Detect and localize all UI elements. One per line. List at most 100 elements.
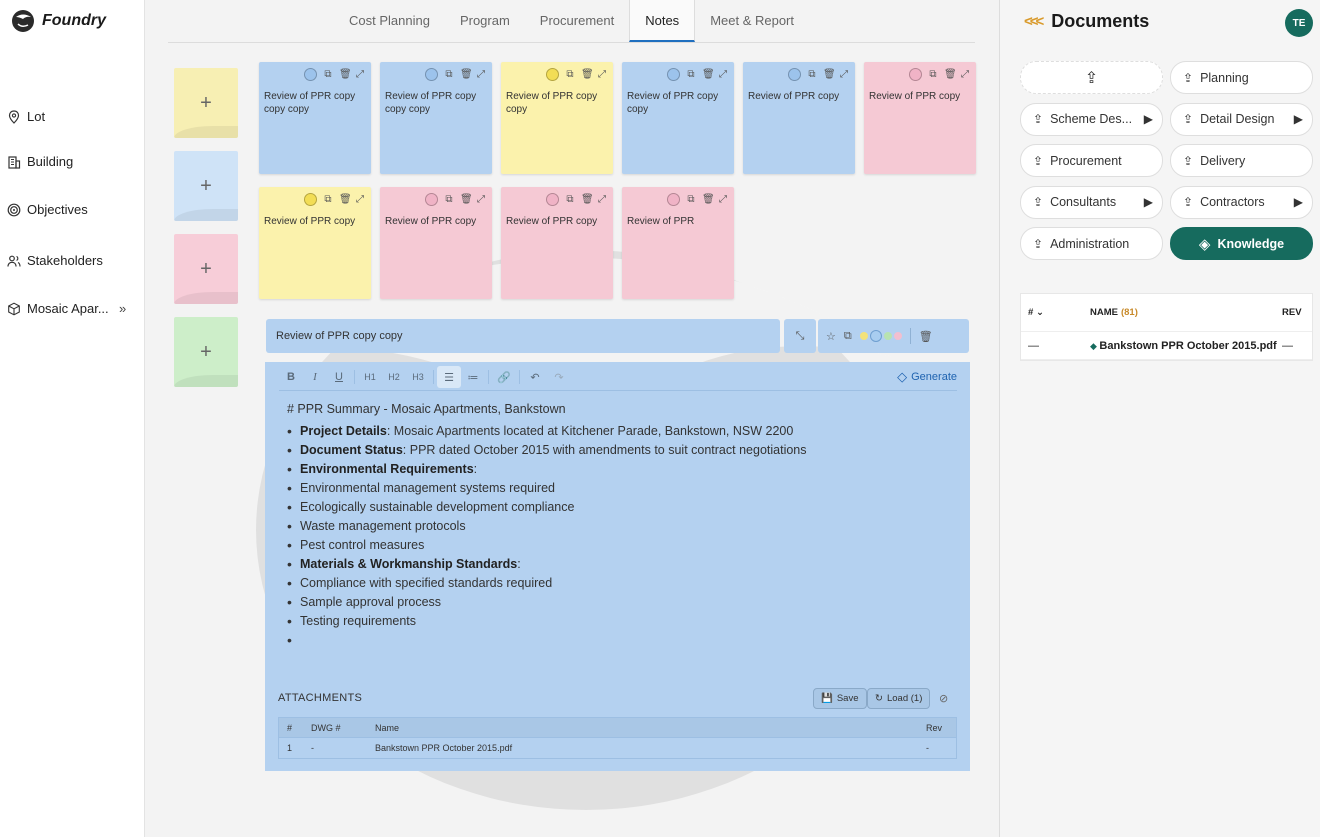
delete-icon[interactable]: 🗑 xyxy=(702,193,715,205)
sticky-note[interactable]: ⧉ 🗑 ⤢ Review of PPR copy xyxy=(501,187,613,299)
tab-notes[interactable]: Notes xyxy=(629,0,696,42)
sticky-note[interactable]: ⧉ 🗑 ⤢ Review of PPR copy xyxy=(380,187,492,299)
delete-icon[interactable]: 🗑 xyxy=(581,68,594,80)
sticky-note[interactable]: ⧉ 🗑 ⤢ Review of PPR copy copy xyxy=(501,62,613,174)
sticky-note[interactable]: ⧉ 🗑 ⤢ Review of PPR copy xyxy=(864,62,976,174)
doc-category-consultants-button[interactable]: ⇪ Consultants ▶ xyxy=(1020,185,1163,219)
color-picker[interactable] xyxy=(859,330,902,342)
sidebar-item-stakeholders[interactable]: Stakeholders xyxy=(7,253,103,268)
doc-category-upload-button[interactable]: ⇪ xyxy=(1020,61,1163,94)
delete-icon[interactable]: 🗑 xyxy=(581,193,594,205)
underline-button[interactable]: U xyxy=(335,371,343,383)
bullet-list-button[interactable]: ☰ xyxy=(437,366,461,388)
add-yellow-note-button[interactable]: + xyxy=(174,68,238,138)
color-dot-icon[interactable] xyxy=(909,68,922,81)
play-arrow-icon[interactable]: ▶ xyxy=(1143,112,1153,126)
expand-icon[interactable]: ⤢ xyxy=(477,68,485,80)
editor-content[interactable]: # PPR Summary - Mosaic Apartments, Banks… xyxy=(287,400,957,650)
copy-icon[interactable]: ⧉ xyxy=(843,329,852,342)
table-row[interactable]: 1 - Bankstown PPR October 2015.pdf - xyxy=(279,738,956,758)
color-green-dot[interactable] xyxy=(883,332,892,340)
doc-category-detail-design-button[interactable]: ⇪ Detail Design ▶ xyxy=(1170,102,1313,136)
color-dot-icon[interactable] xyxy=(304,68,317,81)
expand-icon[interactable]: ⤢ xyxy=(356,193,364,205)
expand-icon[interactable]: ⤢ xyxy=(719,193,727,205)
copy-icon[interactable]: ⧉ xyxy=(445,193,453,205)
col-name[interactable]: NAME (81) xyxy=(1090,307,1282,318)
tab-cost-planning[interactable]: Cost Planning xyxy=(348,13,430,28)
delete-icon[interactable]: 🗑 xyxy=(702,68,715,80)
heading2-button[interactable]: H2 xyxy=(388,372,400,382)
undo-button[interactable]: ↶ xyxy=(523,366,547,388)
delete-icon[interactable]: 🗑 xyxy=(823,68,836,80)
bold-button[interactable]: B xyxy=(287,371,295,383)
table-row[interactable]: — ◆ Bankstown PPR October 2015.pdf — xyxy=(1021,332,1312,360)
color-dot-icon[interactable] xyxy=(667,193,680,206)
color-dot-icon[interactable] xyxy=(425,193,438,206)
delete-icon[interactable]: 🗑 xyxy=(460,193,473,205)
sidebar-item-project[interactable]: Mosaic Apar... » xyxy=(7,301,142,316)
save-button[interactable]: 💾 Save xyxy=(813,688,867,709)
expand-icon[interactable]: ⤢ xyxy=(356,68,364,80)
collapse-button[interactable]: ⤡ xyxy=(784,319,816,353)
play-arrow-icon[interactable]: ▶ xyxy=(1143,195,1153,209)
copy-icon[interactable]: ⧉ xyxy=(566,193,574,205)
tab-procurement[interactable]: Procurement xyxy=(539,13,615,28)
delete-icon[interactable]: 🗑 xyxy=(339,193,352,205)
delete-icon[interactable]: 🗑 xyxy=(460,68,473,80)
link-button[interactable]: 🔗 xyxy=(492,366,516,388)
expand-icon[interactable]: ⤢ xyxy=(598,68,606,80)
color-dot-icon[interactable] xyxy=(425,68,438,81)
expand-icon[interactable]: ⤢ xyxy=(598,193,606,205)
delete-icon[interactable]: 🗑 xyxy=(918,330,933,343)
logo[interactable]: Foundry xyxy=(10,8,106,34)
italic-button[interactable]: I xyxy=(313,371,317,383)
doc-category-planning-button[interactable]: ⇪ Planning xyxy=(1170,61,1313,94)
copy-icon[interactable]: ⧉ xyxy=(687,193,695,205)
copy-icon[interactable]: ⧉ xyxy=(687,68,695,80)
sticky-note[interactable]: ⧉ 🗑 ⤢ Review of PPR xyxy=(622,187,734,299)
sticky-note[interactable]: ⧉ 🗑 ⤢ Review of PPR copy copy copy xyxy=(259,62,371,174)
color-pink-dot[interactable] xyxy=(893,332,902,340)
heading3-button[interactable]: H3 xyxy=(412,372,424,382)
sticky-note[interactable]: ⧉ 🗑 ⤢ Review of PPR copy copy xyxy=(622,62,734,174)
color-dot-icon[interactable] xyxy=(304,193,317,206)
load-button[interactable]: ↻ Load (1) xyxy=(867,688,931,709)
sticky-note[interactable]: ⧉ 🗑 ⤢ Review of PPR copy xyxy=(743,62,855,174)
doc-category-procurement-button[interactable]: ⇪ Procurement xyxy=(1020,144,1163,177)
play-arrow-icon[interactable]: ▶ xyxy=(1293,112,1303,126)
doc-category-scheme-des-button[interactable]: ⇪ Scheme Des... ▶ xyxy=(1020,102,1163,136)
collapse-panel-icon[interactable]: <<< xyxy=(1024,13,1044,30)
expand-icon[interactable]: ⤢ xyxy=(840,68,848,80)
col-num[interactable]: # ⌄ xyxy=(1021,307,1090,318)
redo-button[interactable]: ↷ xyxy=(547,366,571,388)
expand-icon[interactable]: ⤢ xyxy=(477,193,485,205)
copy-icon[interactable]: ⧉ xyxy=(445,68,453,80)
add-blue-note-button[interactable]: + xyxy=(174,151,238,221)
copy-icon[interactable]: ⧉ xyxy=(929,68,937,80)
delete-icon[interactable]: 🗑 xyxy=(339,68,352,80)
sidebar-item-building[interactable]: Building xyxy=(7,154,73,169)
doc-category-delivery-button[interactable]: ⇪ Delivery xyxy=(1170,144,1313,177)
hide-eye-icon[interactable]: ⊘ xyxy=(939,693,949,705)
note-title-bar[interactable]: Review of PPR copy copy xyxy=(266,319,780,353)
color-blue-dot[interactable] xyxy=(869,330,882,342)
generate-button[interactable]: ◇ Generate xyxy=(897,369,957,385)
doc-category-administration-button[interactable]: ⇪ Administration xyxy=(1020,227,1163,260)
sticky-note[interactable]: ⧉ 🗑 ⤢ Review of PPR copy xyxy=(259,187,371,299)
tab-meet-report[interactable]: Meet & Report xyxy=(710,13,795,28)
add-pink-note-button[interactable]: + xyxy=(174,234,238,304)
color-yellow-dot[interactable] xyxy=(859,332,868,340)
play-arrow-icon[interactable]: ▶ xyxy=(1293,195,1303,209)
ordered-list-button[interactable]: ≔ xyxy=(461,366,485,388)
expand-icon[interactable]: ⤢ xyxy=(961,68,969,80)
add-green-note-button[interactable]: + xyxy=(174,317,238,387)
expand-chevron-icon[interactable]: » xyxy=(119,301,127,316)
copy-icon[interactable]: ⧉ xyxy=(324,68,332,80)
avatar[interactable]: TE xyxy=(1285,9,1313,37)
copy-icon[interactable]: ⧉ xyxy=(566,68,574,80)
color-dot-icon[interactable] xyxy=(667,68,680,81)
delete-icon[interactable]: 🗑 xyxy=(944,68,957,80)
copy-icon[interactable]: ⧉ xyxy=(324,193,332,205)
star-icon[interactable]: ☆ xyxy=(826,330,836,343)
